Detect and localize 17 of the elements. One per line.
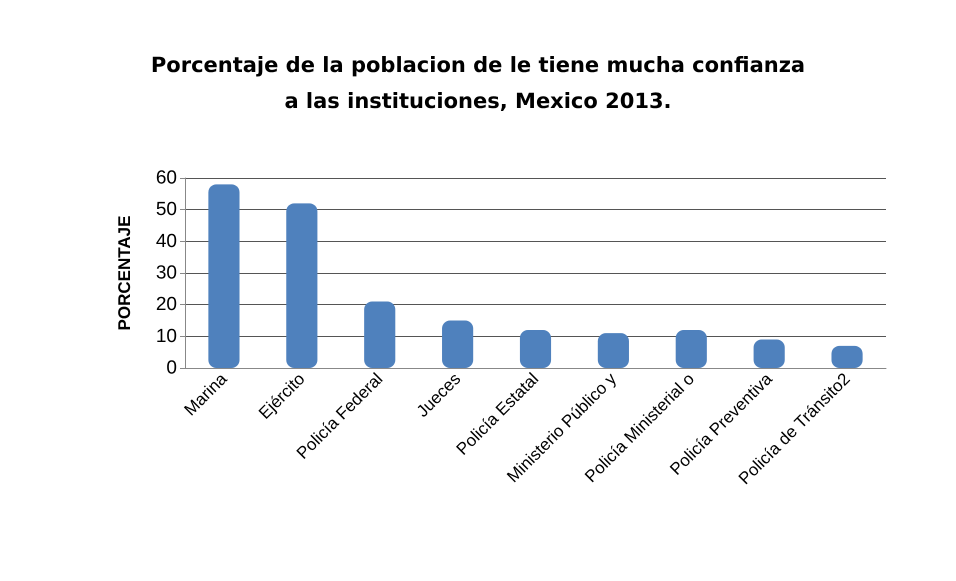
bar [286,203,318,368]
bar [754,340,785,368]
y-tick-label: 20 [156,294,177,316]
bar [442,320,474,368]
y-axis-title: PORCENTAJE [115,216,134,330]
bar [208,184,240,368]
y-tick-label: 40 [156,230,177,252]
y-tick-label: 0 [166,358,177,378]
y-tick-label: 60 [156,168,177,188]
y-tick-label: 30 [156,262,177,284]
bar [676,330,707,368]
bar [598,333,629,368]
bar [520,330,552,368]
y-tick-label: 50 [156,199,177,220]
chart-title: Porcentaje de la poblacion de le tiene mucha confianza a las instituciones, Mexico 2013. [150,53,806,113]
bar [364,302,396,368]
y-tick-label: 10 [156,326,177,347]
